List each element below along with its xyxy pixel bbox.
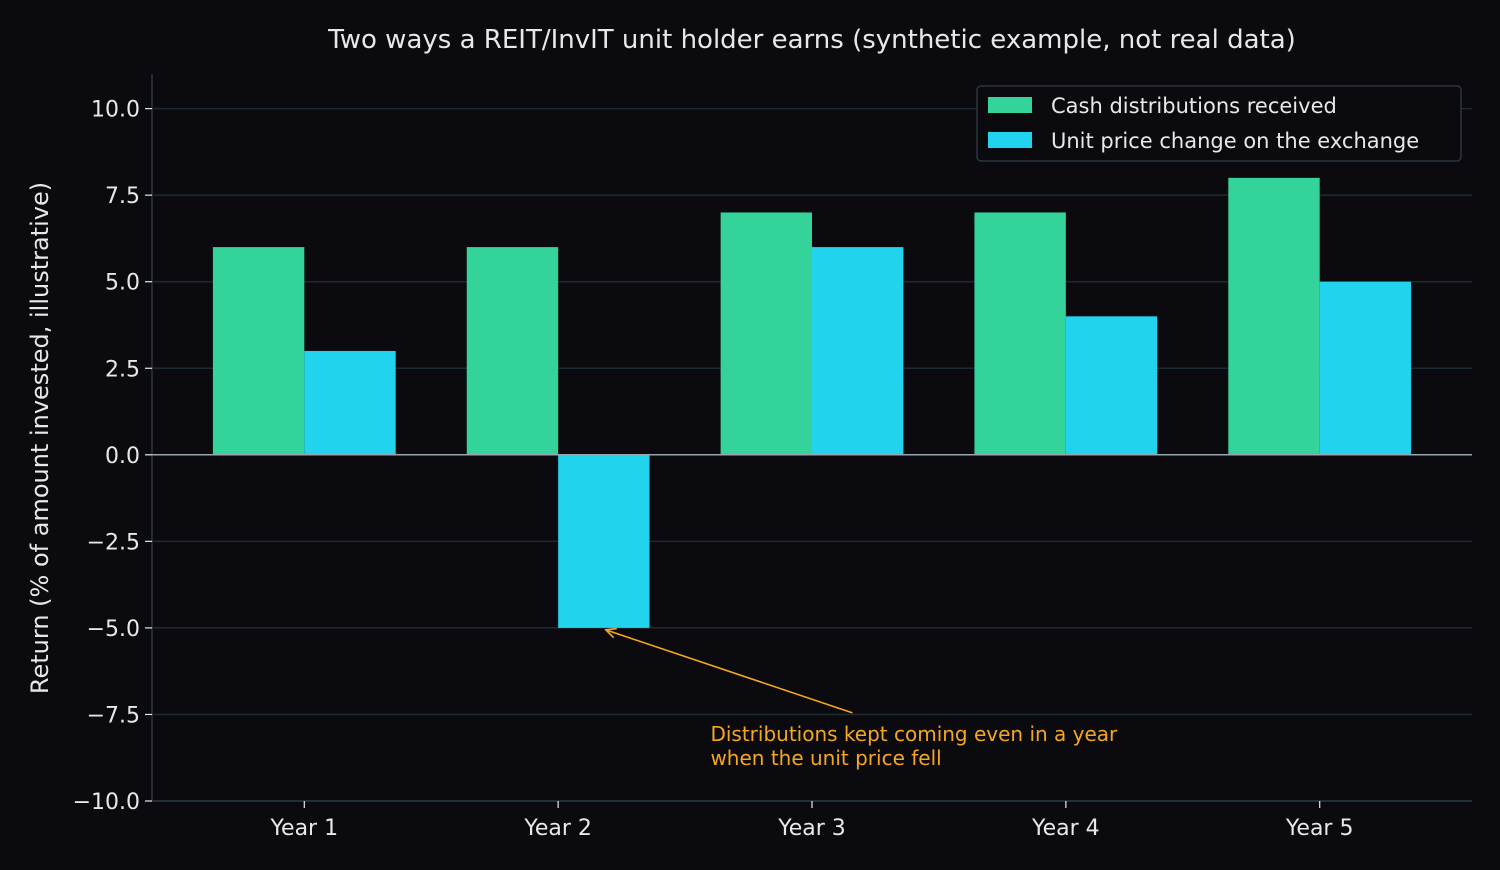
annotation-text-line: when the unit price fell xyxy=(710,746,941,770)
y-tick-label: −7.5 xyxy=(87,703,140,728)
bars-layer xyxy=(212,177,1412,628)
legend-label-cash-distributions: Cash distributions received xyxy=(1051,94,1337,118)
bar-cash-distributions xyxy=(466,247,559,455)
x-tick-label: Year 2 xyxy=(523,816,592,841)
bar-unit-price-change xyxy=(1319,281,1412,455)
chart-title: Two ways a REIT/InvIT unit holder earns … xyxy=(327,25,1296,55)
annotation-arrow-head xyxy=(604,627,617,639)
labels-layer: −10.0 −7.5 −5.0 −2.5 0.0 2.5 5.0 7.5 10.0 Year 1 Y… xyxy=(73,98,1354,841)
y-tick-label: −10.0 xyxy=(73,790,140,815)
bar-cash-distributions xyxy=(1228,177,1320,455)
y-tick-label: −2.5 xyxy=(87,530,140,555)
x-tick-label: Year 3 xyxy=(777,816,846,841)
annotation-arrow xyxy=(605,629,853,714)
annotation-text-line: Distributions kept coming even in a year xyxy=(710,722,1118,746)
bar-unit-price-change xyxy=(558,454,650,628)
bar-unit-price-change xyxy=(304,350,396,455)
bar-unit-price-change xyxy=(1065,316,1158,455)
bar-cash-distributions xyxy=(974,212,1066,455)
legend: Cash distributions received Unit price c… xyxy=(976,85,1462,162)
legend-swatch-cash-distributions xyxy=(988,97,1032,113)
x-tick-label: Year 1 xyxy=(270,816,339,841)
legend-label-unit-price-change: Unit price change on the exchange xyxy=(1051,129,1419,153)
bar-unit-price-change xyxy=(812,247,904,455)
bar-cash-distributions xyxy=(720,212,812,455)
y-tick-label: 7.5 xyxy=(105,184,140,209)
y-tick-label: 5.0 xyxy=(105,271,140,296)
legend-swatch-unit-price-change xyxy=(988,132,1032,148)
x-tick-label: Year 5 xyxy=(1285,816,1354,841)
y-axis-label: Return (% of amount invested, illustrati… xyxy=(26,182,54,694)
y-tick-label: 0.0 xyxy=(105,444,140,469)
legend-box xyxy=(976,85,1462,162)
annotation: Distributions kept coming even in a year… xyxy=(604,627,1118,770)
y-tick-label: 10.0 xyxy=(91,98,140,123)
bar-cash-distributions xyxy=(212,247,305,455)
y-tick-label: 2.5 xyxy=(105,357,140,382)
y-tick-label: −5.0 xyxy=(87,617,140,642)
x-tick-label: Year 4 xyxy=(1031,816,1100,841)
axes-layer xyxy=(145,74,1472,808)
